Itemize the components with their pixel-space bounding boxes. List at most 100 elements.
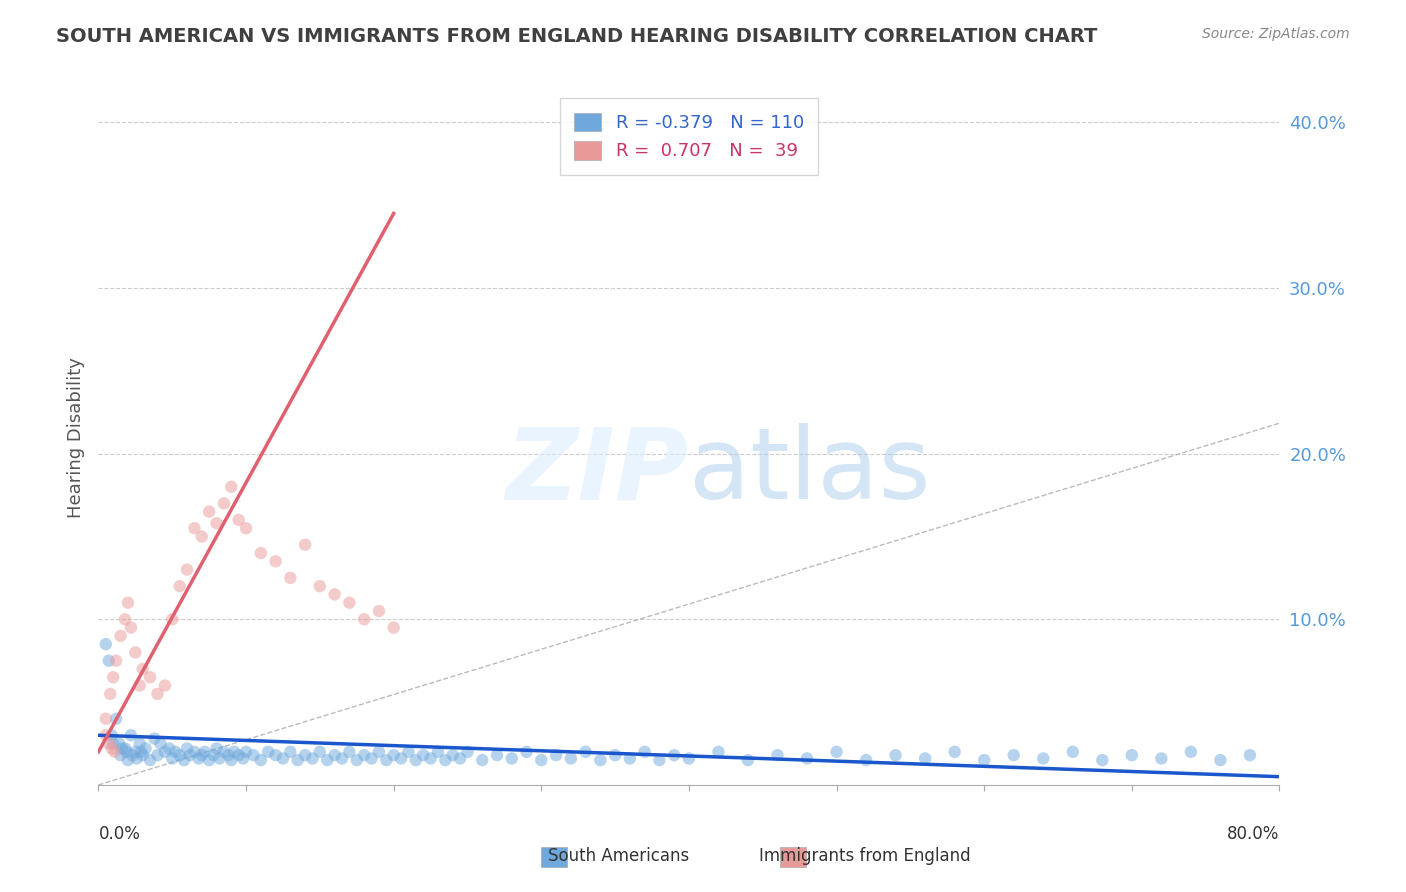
Point — [396, 745, 419, 759]
Point — [129, 745, 152, 759]
Point — [176, 563, 198, 577]
Text: ZIP: ZIP — [506, 424, 689, 520]
Point — [98, 687, 121, 701]
Point — [766, 748, 789, 763]
Point — [368, 604, 391, 618]
Point — [309, 745, 332, 759]
Point — [339, 596, 360, 610]
Point — [198, 753, 221, 767]
Point — [228, 513, 250, 527]
Point — [589, 753, 612, 767]
Point — [191, 529, 214, 543]
Point — [104, 745, 127, 759]
Point — [169, 748, 191, 763]
Text: atlas: atlas — [689, 424, 931, 520]
Point — [217, 748, 239, 763]
Bar — [780, 847, 806, 867]
Point — [100, 741, 122, 756]
Point — [157, 741, 180, 756]
Point — [117, 753, 139, 767]
Point — [212, 745, 235, 759]
Point — [114, 741, 136, 756]
Point — [1121, 748, 1143, 763]
Point — [135, 741, 157, 756]
Point — [219, 480, 242, 494]
Point — [121, 748, 143, 763]
Point — [139, 670, 162, 684]
Point — [257, 745, 280, 759]
Point — [1091, 753, 1114, 767]
Point — [323, 587, 346, 601]
Point — [146, 687, 169, 701]
Point — [264, 554, 287, 568]
Point — [353, 612, 375, 626]
Point — [97, 654, 120, 668]
Text: South Americans: South Americans — [548, 847, 689, 865]
Point — [346, 753, 368, 767]
Point — [914, 751, 936, 765]
Point — [633, 745, 655, 759]
Point — [94, 728, 117, 742]
Point — [205, 516, 228, 531]
Point — [208, 751, 231, 765]
Point — [943, 745, 966, 759]
Point — [162, 612, 183, 626]
Point — [103, 737, 125, 751]
Point — [139, 753, 162, 767]
Bar — [541, 847, 567, 867]
Point — [456, 745, 478, 759]
Point — [737, 753, 759, 767]
Text: 80.0%: 80.0% — [1227, 825, 1279, 843]
Text: SOUTH AMERICAN VS IMMIGRANTS FROM ENGLAND HEARING DISABILITY CORRELATION CHART: SOUTH AMERICAN VS IMMIGRANTS FROM ENGLAN… — [56, 27, 1098, 45]
Point — [115, 745, 138, 759]
Point — [94, 712, 117, 726]
Point — [707, 745, 730, 759]
Point — [678, 751, 700, 765]
Point — [648, 753, 671, 767]
Point — [212, 496, 235, 510]
Point — [205, 741, 228, 756]
Point — [294, 748, 316, 763]
Point — [560, 751, 582, 765]
Point — [179, 748, 201, 763]
Point — [183, 521, 205, 535]
Point — [301, 751, 323, 765]
Point — [530, 753, 553, 767]
Point — [316, 753, 339, 767]
Point — [117, 596, 139, 610]
Point — [441, 748, 464, 763]
Point — [339, 745, 360, 759]
Point — [825, 745, 848, 759]
Point — [619, 751, 641, 765]
Point — [105, 712, 128, 726]
Point — [605, 748, 627, 763]
Point — [132, 748, 155, 763]
Point — [427, 745, 450, 759]
Point — [412, 748, 434, 763]
Point — [228, 748, 250, 763]
Point — [173, 753, 195, 767]
Point — [105, 654, 128, 668]
Point — [153, 745, 176, 759]
Point — [183, 745, 205, 759]
Point — [120, 728, 142, 742]
Point — [1239, 748, 1261, 763]
Point — [128, 737, 150, 751]
Point — [884, 748, 907, 763]
Point — [198, 505, 221, 519]
Point — [224, 745, 246, 759]
Point — [232, 751, 254, 765]
Legend: R = -0.379   N = 110, R =  0.707   N =  39: R = -0.379 N = 110, R = 0.707 N = 39 — [560, 98, 818, 175]
Point — [169, 579, 191, 593]
Point — [1150, 751, 1173, 765]
Point — [278, 571, 302, 585]
Point — [153, 679, 176, 693]
Point — [664, 748, 686, 763]
Point — [323, 748, 346, 763]
Point — [250, 546, 273, 560]
Point — [125, 751, 148, 765]
Point — [146, 748, 169, 763]
Point — [382, 748, 405, 763]
Point — [389, 751, 412, 765]
Point — [235, 521, 257, 535]
